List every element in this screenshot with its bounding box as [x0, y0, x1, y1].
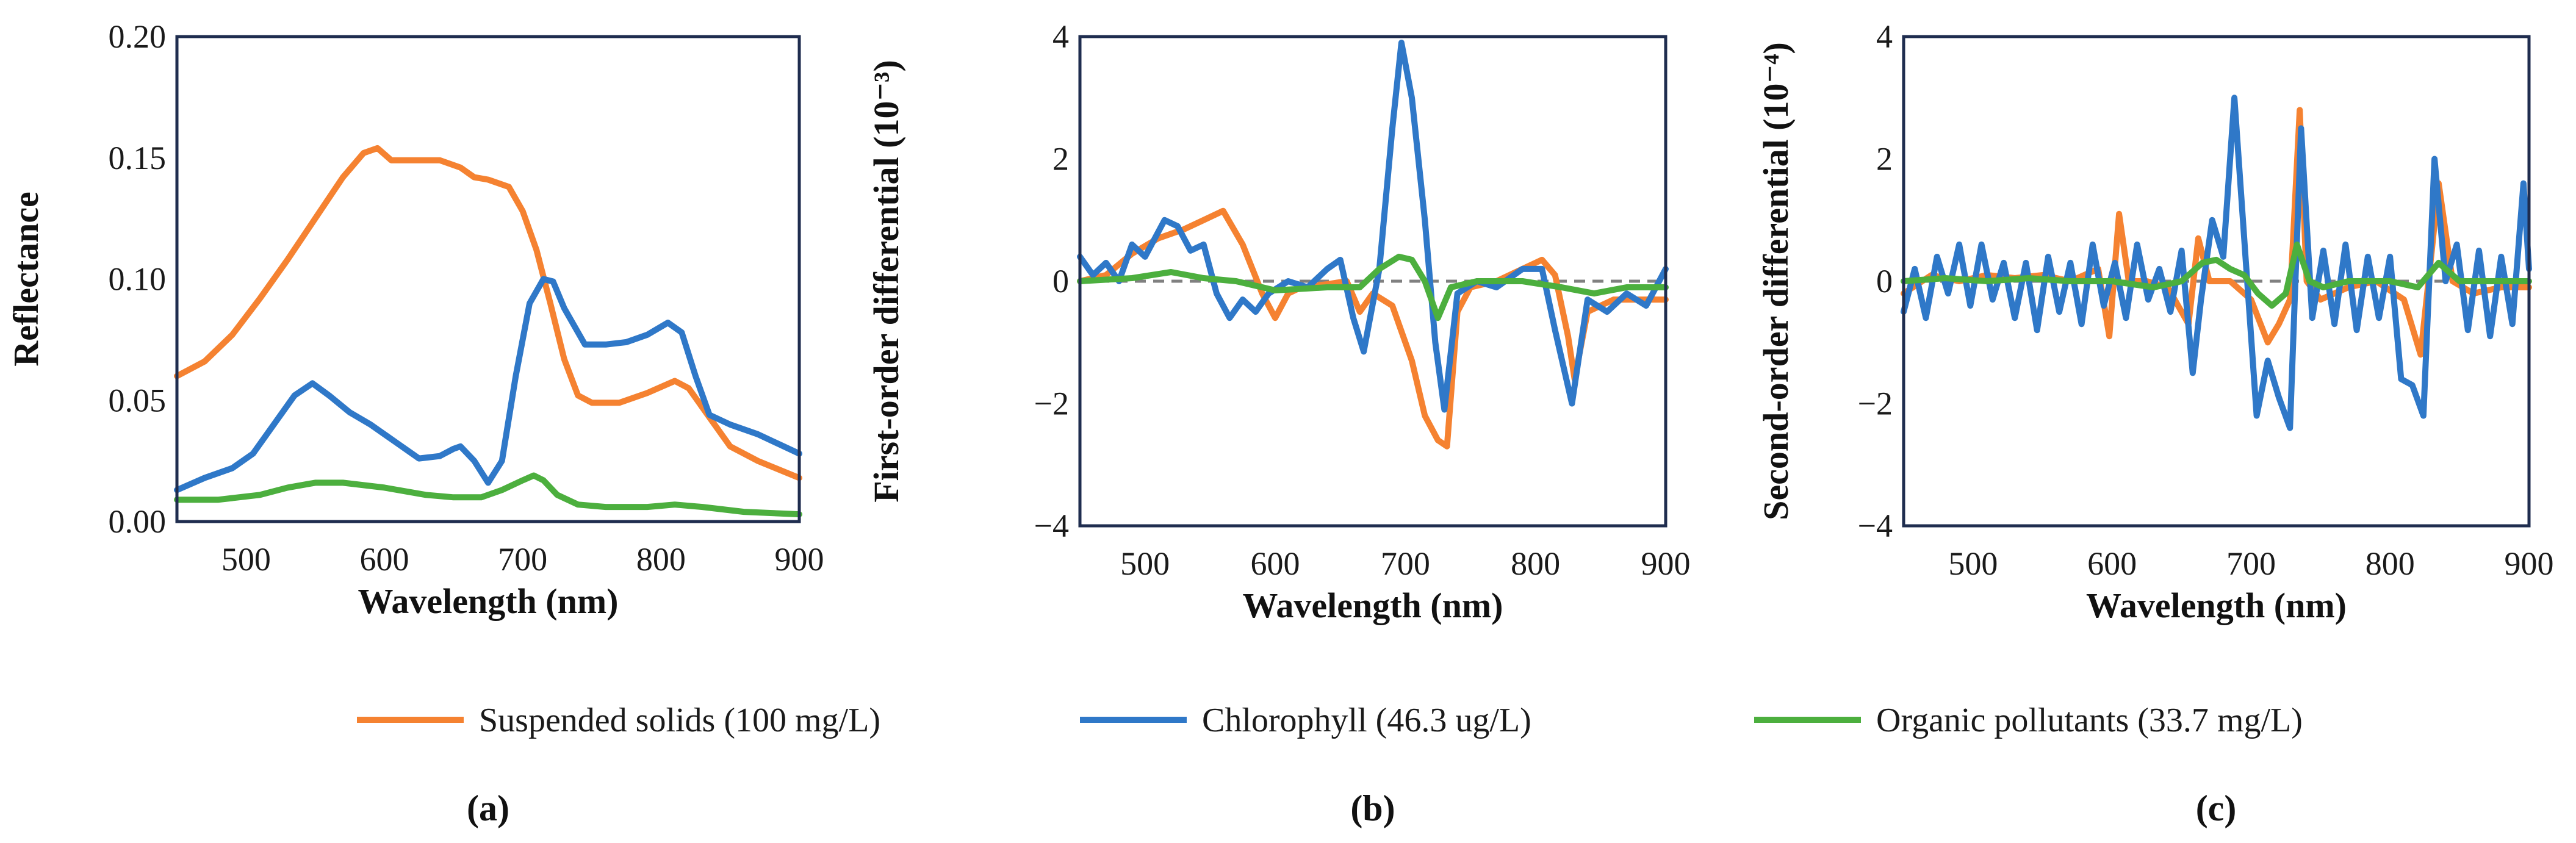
x-axis-label: Wavelength (nm) — [1243, 586, 1503, 625]
y-axis-label: Reflectance — [6, 192, 46, 367]
y-tick-label: 0.00 — [109, 503, 167, 540]
series-line-organic — [174, 472, 802, 518]
x-tick-label: 700 — [498, 541, 547, 578]
x-tick-label: 800 — [2366, 545, 2415, 582]
x-tick-label: 900 — [1641, 545, 1691, 582]
series-line-chlorophyll — [1901, 95, 2532, 431]
legend-label-chlorophyll: Chlorophyll (46.3 ug/L) — [1202, 701, 1531, 739]
x-tick-label: 600 — [2087, 545, 2137, 582]
x-axis-label: Wavelength (nm) — [358, 581, 619, 621]
x-tick-label: 500 — [1120, 545, 1170, 582]
series-line-chlorophyll — [1077, 40, 1669, 413]
y-tick-label: 0 — [1052, 263, 1069, 300]
plot-frame — [1078, 35, 1668, 528]
y-tick-label: −2 — [1858, 386, 1893, 422]
y-tick-label: 4 — [1876, 18, 1893, 55]
chart-a: 500 600 700 800 900 0.00 0.05 0.10 0.15 0.20 Wavel… — [6, 18, 824, 828]
y-tick-label: 0.20 — [109, 18, 167, 55]
x-tick-label: 900 — [775, 541, 824, 578]
x-tick-label: 700 — [2226, 545, 2276, 582]
y-axis-label: First-order differential (10⁻³) — [866, 60, 906, 503]
x-tick-label: 800 — [636, 541, 686, 578]
y-tick-label: 0 — [1876, 263, 1893, 300]
y-tick-label: 2 — [1876, 141, 1893, 178]
y-tick-label: −4 — [1034, 508, 1069, 544]
y-axis-label: Second-order differential (10⁻⁴) — [1756, 42, 1796, 520]
series-line-suspended — [174, 145, 802, 481]
legend: Suspended solids (100 mg/L) Chlorophyll (… — [357, 701, 2303, 739]
y-tick-label: 0.15 — [109, 140, 167, 176]
y-tick-label: −4 — [1858, 508, 1893, 544]
plot-frame — [1902, 35, 2531, 528]
chart-c: 500 600 700 800 900 −4 −2 0 2 4 Wavelength (nm) Sec… — [1756, 18, 2554, 828]
series-line-organic — [1077, 253, 1669, 321]
x-tick-label: 500 — [221, 541, 271, 578]
panel-label: (c) — [2196, 788, 2237, 828]
panel-label: (a) — [467, 788, 509, 828]
x-tick-label: 600 — [360, 541, 409, 578]
series-line-suspended — [1077, 207, 1669, 450]
x-tick-label: 800 — [1511, 545, 1560, 582]
x-tick-label: 500 — [1948, 545, 1998, 582]
series-line-organic — [1901, 241, 2532, 309]
x-axis-label: Wavelength (nm) — [2086, 586, 2347, 625]
plot-frame — [175, 35, 801, 523]
y-tick-label: 4 — [1052, 18, 1069, 55]
y-tick-label: −2 — [1034, 386, 1069, 422]
panel-label: (b) — [1350, 788, 1395, 828]
y-tick-label: 2 — [1052, 141, 1069, 178]
y-tick-label: 0.10 — [109, 261, 167, 298]
chart-b: 500 600 700 800 900 −4 −2 0 2 4 Wavelength (nm) Fir… — [866, 18, 1691, 828]
x-tick-label: 900 — [2505, 545, 2554, 582]
legend-label-organic: Organic pollutants (33.7 mg/L) — [1876, 701, 2303, 739]
legend-label-suspended: Suspended solids (100 mg/L) — [479, 701, 880, 739]
x-tick-label: 700 — [1381, 545, 1430, 582]
x-tick-label: 600 — [1251, 545, 1300, 582]
series-line-chlorophyll — [174, 276, 802, 493]
y-tick-label: 0.05 — [109, 382, 167, 418]
